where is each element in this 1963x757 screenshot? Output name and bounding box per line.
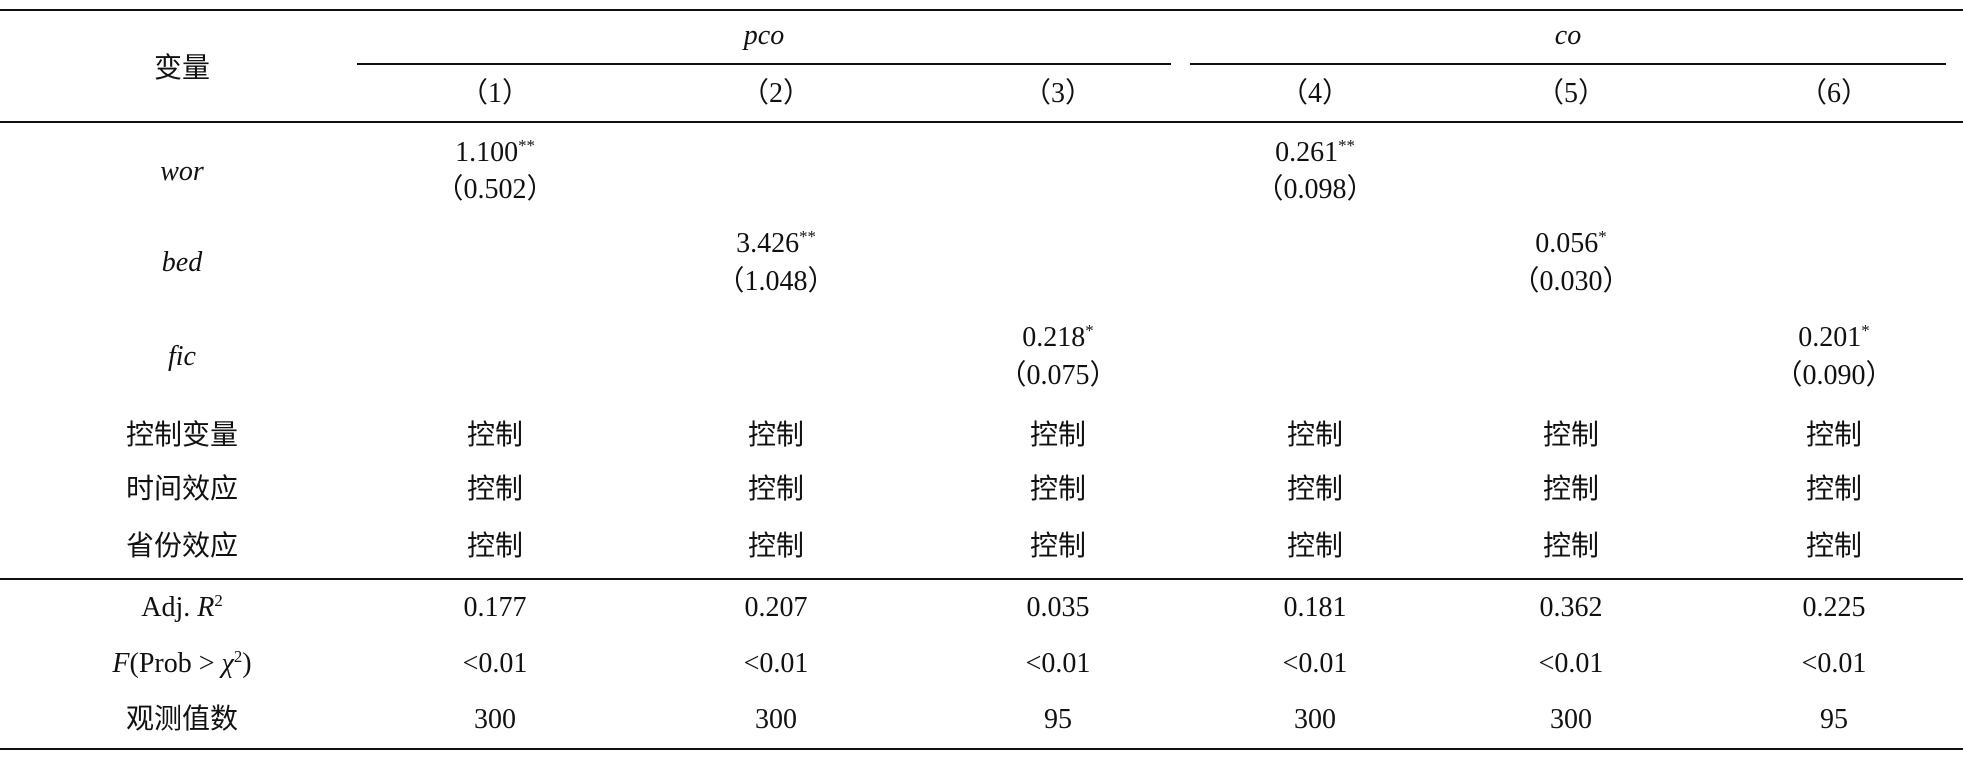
- coefficient: 1.100**: [455, 135, 535, 168]
- significance-stars: **: [518, 135, 535, 155]
- row-label: 时间效应: [125, 474, 239, 505]
- variable-header: 变量: [153, 53, 211, 84]
- coefficient: 0.201*: [1798, 320, 1870, 353]
- coefficient: 0.261**: [1275, 135, 1355, 168]
- row-label: 观测值数: [126, 706, 238, 734]
- control-cell: 控制: [747, 420, 805, 451]
- stat-cell: <0.01: [743, 648, 809, 679]
- stat-cell: 0.181: [1283, 592, 1347, 623]
- stat-cell: 0.225: [1802, 592, 1866, 623]
- standard-error: （0.030）: [1511, 266, 1631, 297]
- control-cell: 控制: [1805, 474, 1863, 505]
- stat-cell: 300: [1294, 704, 1336, 735]
- variable-name: bed: [161, 247, 203, 278]
- control-cell: 控制: [1286, 420, 1344, 451]
- header-rule: [0, 121, 1963, 123]
- control-cell: 控制: [747, 474, 805, 505]
- control-cell: 控制: [1542, 531, 1600, 562]
- label-part: χ: [221, 648, 234, 679]
- control-cell: 控制: [466, 420, 524, 451]
- control-cell: 控制: [1542, 420, 1600, 451]
- stat-cell: <0.01: [1025, 648, 1091, 679]
- column-number: （4）: [1279, 78, 1351, 109]
- control-cell: 控制: [1029, 531, 1087, 562]
- control-cell: 控制: [1805, 420, 1863, 451]
- standard-error: （0.098）: [1255, 174, 1375, 205]
- label-part: Adj.: [141, 592, 198, 623]
- group-rule: [1190, 63, 1946, 65]
- column-number: （1）: [459, 78, 531, 109]
- control-cell: 控制: [1286, 531, 1344, 562]
- control-cell: 控制: [1286, 474, 1344, 505]
- stat-cell: <0.01: [1282, 648, 1348, 679]
- standard-error: （0.090）: [1774, 360, 1894, 391]
- stat-cell: 300: [1550, 704, 1592, 735]
- stat-cell: 0.177: [463, 592, 527, 623]
- label-part: R: [197, 592, 215, 623]
- stat-cell: <0.01: [1538, 648, 1604, 679]
- standard-error: （0.502）: [435, 174, 555, 205]
- standard-error: （0.075）: [998, 360, 1118, 391]
- stat-cell: 0.207: [744, 592, 808, 623]
- standard-error: （1.048）: [716, 266, 836, 297]
- stat-cell: 0.035: [1026, 592, 1090, 623]
- stat-cell: 300: [474, 704, 516, 735]
- row-label: 控制变量: [125, 420, 239, 451]
- coefficient: 0.056*: [1535, 226, 1607, 259]
- row-label: 省份效应: [125, 531, 239, 562]
- significance-stars: *: [1598, 226, 1607, 246]
- control-cell: 控制: [466, 531, 524, 562]
- column-number: （6）: [1798, 78, 1870, 109]
- coefficient: 0.218*: [1022, 320, 1094, 353]
- label-part: F: [112, 648, 130, 679]
- stat-cell: <0.01: [462, 648, 528, 679]
- column-number: （3）: [1022, 78, 1094, 109]
- label-part: 2: [214, 590, 223, 610]
- significance-stars: **: [799, 226, 816, 246]
- stat-cell: 95: [1820, 704, 1848, 735]
- significance-stars: *: [1085, 320, 1094, 340]
- significance-stars: *: [1861, 320, 1870, 340]
- stat-cell: <0.01: [1801, 648, 1867, 679]
- group-rule: [357, 63, 1171, 65]
- label-part: 2: [233, 646, 243, 666]
- variable-name: fic: [168, 341, 196, 372]
- control-cell: 控制: [1029, 420, 1087, 451]
- control-cell: 控制: [1542, 474, 1600, 505]
- significance-stars: **: [1338, 135, 1355, 155]
- row-label: F(Prob > χ2): [112, 646, 252, 679]
- control-cell: 控制: [1029, 474, 1087, 505]
- variable-name: wor: [160, 155, 204, 187]
- label-part: (Prob >: [129, 648, 222, 679]
- row-label: Adj. R2: [141, 590, 223, 623]
- control-cell: 控制: [466, 474, 524, 505]
- column-number: （5）: [1535, 78, 1607, 109]
- group-label: pco: [743, 20, 785, 51]
- top-rule: [0, 9, 1963, 11]
- bottom-rule: [0, 748, 1963, 750]
- column-number: （2）: [740, 78, 812, 109]
- control-cell: 控制: [1805, 531, 1863, 562]
- stat-cell: 95: [1044, 704, 1072, 735]
- stats-rule: [0, 578, 1963, 580]
- control-cell: 控制: [747, 531, 805, 562]
- stat-cell: 0.362: [1539, 592, 1603, 623]
- coefficient: 3.426**: [736, 226, 816, 259]
- stat-cell: 300: [755, 704, 797, 735]
- label-part: 观测值数: [125, 704, 239, 735]
- group-label: co: [1554, 20, 1582, 51]
- label-part: ): [242, 648, 252, 679]
